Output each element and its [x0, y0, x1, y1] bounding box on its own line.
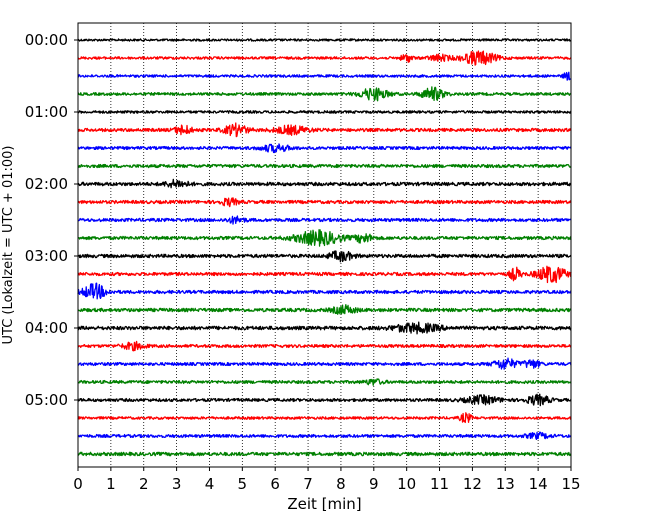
trace-row-0300: [77, 250, 572, 263]
x-tick-label: 6: [270, 475, 280, 493]
y-tick-label: 00:00: [25, 31, 68, 49]
x-tick-label: 15: [561, 475, 580, 493]
x-tick-label: 8: [336, 475, 346, 493]
y-tick-label: 02:00: [25, 175, 68, 193]
trace-row-0230: [77, 215, 572, 225]
trace-row-0330: [77, 282, 572, 300]
trace-row-0545: [77, 451, 572, 457]
trace-row-0245: [77, 229, 572, 247]
y-axis-ticks: 00:00 01:00 02:00 03:00 04:00 05:00: [25, 31, 78, 409]
trace-row-0100: [77, 110, 572, 114]
trace-row-0530: [77, 431, 572, 441]
y-tick-label: 04:00: [25, 319, 68, 337]
trace-row-0115: [77, 122, 572, 138]
trace-row-0045: [77, 86, 572, 102]
trace-row-0415: [77, 340, 572, 352]
x-tick-label: 10: [397, 475, 416, 493]
trace-row-0200: [77, 178, 572, 189]
trace-row-0215: [77, 197, 572, 208]
trace-row-0345: [77, 304, 572, 315]
x-tick-label: 0: [73, 475, 83, 493]
trace-rows: [77, 38, 572, 457]
trace-row-0015: [77, 50, 572, 66]
trace-row-0145: [77, 163, 572, 169]
x-tick-label: 12: [463, 475, 482, 493]
x-tick-label: 7: [303, 475, 313, 493]
trace-row-0400: [77, 321, 572, 335]
y-tick-label: 05:00: [25, 391, 68, 409]
x-tick-label: 2: [139, 475, 149, 493]
y-tick-label: 03:00: [25, 247, 68, 265]
trace-row-0315: [77, 265, 572, 284]
trace-row-0430: [77, 357, 572, 370]
x-tick-label: 1: [106, 475, 116, 493]
trace-row-0500: [77, 393, 572, 407]
y-axis-label: UTC (Lokalzeit = UTC + 01:00): [1, 146, 16, 345]
trace-row-0000: [77, 38, 572, 42]
x-axis-ticks: 0 1 2 3 4 5 6 7 8 9 10 11 12 13 14 15: [73, 467, 581, 493]
x-tick-label: 13: [496, 475, 515, 493]
trace-row-0445: [77, 378, 572, 386]
x-axis-label: Zeit [min]: [287, 495, 361, 513]
x-tick-label: 3: [172, 475, 182, 493]
plot-frame: [77, 22, 572, 468]
y-tick-label: 01:00: [25, 103, 68, 121]
x-tick-label: 5: [238, 475, 248, 493]
x-tick-label: 9: [369, 475, 379, 493]
trace-row-0515: [77, 412, 572, 424]
x-tick-label: 14: [529, 475, 548, 493]
x-tick-label: 11: [430, 475, 449, 493]
trace-row-0030: [77, 71, 572, 81]
trace-row-0130: [77, 143, 572, 154]
x-tick-label: 4: [205, 475, 215, 493]
